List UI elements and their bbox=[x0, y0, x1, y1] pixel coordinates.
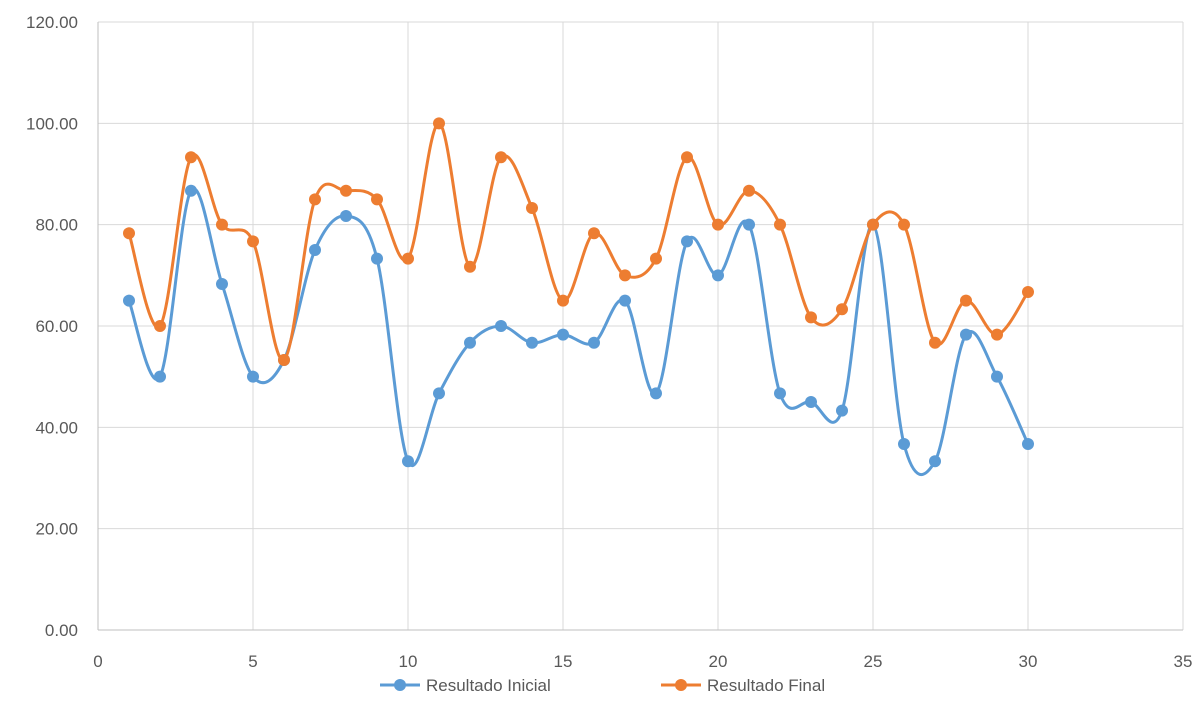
x-tick-label: 10 bbox=[399, 652, 418, 671]
data-point bbox=[743, 218, 755, 231]
series-line bbox=[127, 121, 1030, 362]
data-point bbox=[340, 210, 352, 223]
legend-label: Resultado Final bbox=[707, 676, 825, 695]
x-tick-label: 35 bbox=[1174, 652, 1193, 671]
legend-item-1: Resultado Final bbox=[661, 676, 825, 695]
data-point bbox=[588, 336, 600, 349]
data-point bbox=[433, 387, 445, 400]
plot-area bbox=[123, 117, 1034, 477]
data-point bbox=[619, 294, 631, 307]
data-point bbox=[712, 269, 724, 282]
series-line bbox=[127, 187, 1030, 477]
data-point bbox=[805, 396, 817, 408]
data-point bbox=[185, 151, 197, 164]
data-point bbox=[247, 235, 259, 248]
x-tick-label: 30 bbox=[1019, 652, 1038, 671]
data-point bbox=[774, 387, 786, 400]
data-point bbox=[867, 218, 879, 231]
data-point bbox=[278, 353, 290, 366]
y-tick-label: 60.00 bbox=[35, 317, 78, 336]
series-0 bbox=[123, 184, 1034, 477]
data-point bbox=[154, 320, 166, 332]
y-tick-label: 0.00 bbox=[45, 621, 78, 640]
data-point bbox=[402, 455, 414, 468]
series-1 bbox=[123, 117, 1034, 366]
data-point bbox=[650, 387, 662, 400]
legend-marker bbox=[675, 679, 687, 691]
data-point bbox=[433, 117, 445, 130]
data-point bbox=[836, 303, 848, 316]
x-tick-label: 0 bbox=[93, 652, 102, 671]
y-tick-label: 100.00 bbox=[26, 114, 78, 133]
legend-label: Resultado Inicial bbox=[426, 676, 551, 695]
data-point bbox=[619, 269, 631, 282]
data-point bbox=[774, 218, 786, 231]
x-tick-label: 25 bbox=[864, 652, 883, 671]
axes: 0.00 20.00 40.00 60.00 80.00 100.00 120.00 0 5 10… bbox=[26, 13, 1192, 671]
data-point bbox=[123, 294, 135, 307]
legend: Resultado Inicial Resultado Final bbox=[380, 676, 825, 695]
x-tick-label: 15 bbox=[554, 652, 573, 671]
data-point bbox=[526, 336, 538, 349]
data-point bbox=[402, 252, 414, 265]
data-point bbox=[557, 294, 569, 307]
data-point bbox=[526, 201, 538, 214]
data-point bbox=[371, 252, 383, 265]
data-point bbox=[929, 455, 941, 468]
data-point bbox=[340, 184, 352, 197]
data-point bbox=[650, 252, 662, 265]
data-point bbox=[929, 336, 941, 349]
data-point bbox=[557, 328, 569, 341]
data-point bbox=[712, 218, 724, 231]
data-point bbox=[1022, 438, 1034, 451]
data-point bbox=[805, 311, 817, 324]
data-point bbox=[991, 328, 1003, 341]
data-point bbox=[588, 227, 600, 240]
data-point bbox=[154, 370, 166, 383]
data-point bbox=[836, 404, 848, 417]
data-point bbox=[185, 184, 197, 197]
data-point bbox=[495, 320, 507, 332]
data-point bbox=[464, 260, 476, 273]
x-tick-label: 20 bbox=[709, 652, 728, 671]
data-point bbox=[216, 277, 228, 290]
data-point bbox=[898, 218, 910, 231]
data-point bbox=[123, 227, 135, 240]
data-point bbox=[1022, 286, 1034, 299]
data-point bbox=[309, 193, 321, 206]
data-point bbox=[495, 151, 507, 164]
y-tick-label: 120.00 bbox=[26, 13, 78, 32]
legend-marker bbox=[394, 679, 406, 691]
y-tick-label: 80.00 bbox=[35, 216, 78, 235]
data-point bbox=[898, 438, 910, 451]
data-point bbox=[960, 328, 972, 341]
data-point bbox=[991, 370, 1003, 383]
legend-item-0: Resultado Inicial bbox=[380, 676, 551, 695]
data-point bbox=[464, 336, 476, 349]
data-point bbox=[960, 294, 972, 307]
data-point bbox=[309, 244, 321, 256]
data-point bbox=[371, 193, 383, 206]
data-point bbox=[681, 151, 693, 164]
y-tick-label: 40.00 bbox=[35, 418, 78, 437]
y-tick-label: 20.00 bbox=[35, 520, 78, 539]
data-point bbox=[743, 184, 755, 197]
x-tick-label: 5 bbox=[248, 652, 257, 671]
grid bbox=[98, 21, 1184, 630]
data-point bbox=[247, 370, 259, 383]
data-point bbox=[681, 235, 693, 248]
data-point bbox=[216, 218, 228, 231]
